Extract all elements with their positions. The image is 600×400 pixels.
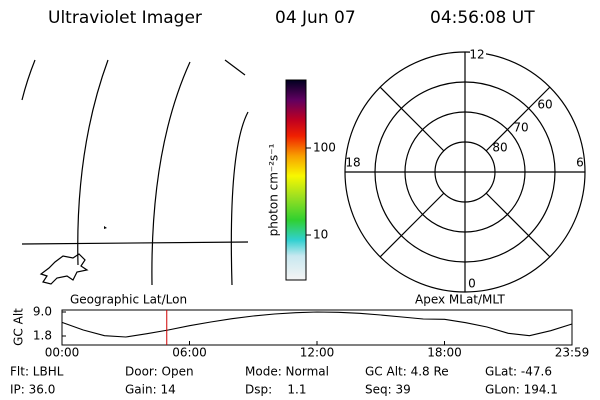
footer-field: Gain: 14	[125, 383, 176, 397]
left-label: Geographic Lat/Lon	[70, 293, 187, 307]
footer-field: Mode: Normal	[245, 365, 329, 379]
footer-field: Seq: 39	[365, 383, 411, 397]
x-tick-label: 12:00	[300, 346, 335, 360]
date: 04 Jun 07	[275, 8, 356, 28]
x-tick-label: 00:00	[45, 346, 80, 360]
footer-field: GLat: -47.6	[485, 365, 552, 379]
altitude-line	[61, 311, 573, 338]
lat-label: 70	[513, 121, 528, 135]
altitude-plot: 9.0 1.8 00:00 06:00 12:00 18:00 23:59	[33, 305, 589, 360]
altitude-axis-label: GC Alt	[12, 308, 26, 346]
altitude-frame	[61, 309, 573, 346]
mlt-label: 18	[345, 156, 360, 170]
colorbar-label: photon cm⁻²s⁻¹	[267, 143, 281, 236]
footer-field: Dsp: 1.1	[245, 383, 307, 397]
footer-field: GC Alt: 4.8 Re	[365, 365, 449, 379]
geo-map	[21, 59, 249, 286]
footer-field: GLon: 194.1	[485, 383, 558, 397]
right-label: Apex MLat/MLT	[415, 293, 505, 307]
footer-field: IP: 36.0	[10, 383, 55, 397]
footer: Flt: LBHL Door: Open Mode: Normal GC Alt: 4…	[10, 365, 558, 397]
footer-field: Door: Open	[125, 365, 194, 379]
mlt-label: 0	[468, 277, 476, 291]
colorbar-tick: 10	[313, 228, 328, 242]
time: 04:56:08 UT	[430, 8, 535, 28]
colorbar-scale	[285, 79, 307, 281]
colorbar-tick: 100	[313, 141, 336, 155]
lat-label: 80	[492, 141, 507, 155]
x-tick-label: 06:00	[172, 346, 207, 360]
colorbar: 100 10 photon cm⁻²s⁻¹	[267, 79, 336, 281]
title: Ultraviolet Imager	[48, 8, 202, 28]
x-tick-label: 18:00	[427, 346, 462, 360]
footer-field: Flt: LBHL	[10, 365, 64, 379]
mlt-label: 12	[469, 48, 484, 62]
x-tick-label: 23:59	[555, 346, 590, 360]
lat-label: 60	[537, 98, 552, 112]
polar-plot: 12 6 0 18 60 70 80	[344, 48, 586, 293]
y-tick-label: 1.8	[33, 329, 52, 343]
y-tick-label: 9.0	[33, 305, 52, 319]
mlt-label: 6	[576, 156, 584, 170]
